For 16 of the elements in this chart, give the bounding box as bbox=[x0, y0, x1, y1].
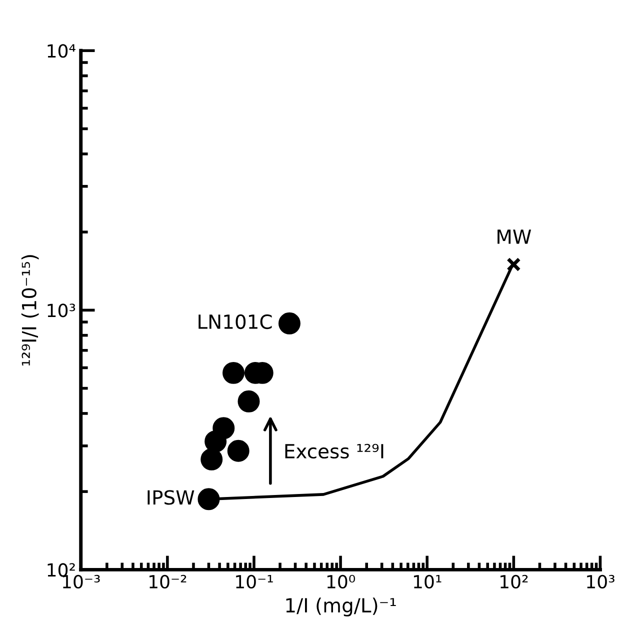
x-tick-label: 10¹ bbox=[414, 574, 442, 589]
x-tick-label: 10² bbox=[500, 574, 528, 589]
x-tick-label: 10⁻³ bbox=[62, 574, 100, 589]
y-tick-label: 10³ bbox=[48, 304, 76, 318]
annotation: LN101C bbox=[198, 314, 272, 330]
x-tick-label: 10⁻² bbox=[150, 574, 186, 589]
x-tick-label: 10⁻¹ bbox=[236, 574, 273, 589]
y-axis-title: ¹²⁹I/I (10⁻¹⁵) bbox=[21, 255, 39, 366]
y-tick-label: 10² bbox=[48, 563, 75, 577]
x-axis-title: 1/I (mg/L)⁻¹ bbox=[286, 598, 396, 616]
annotation: IPSW bbox=[148, 490, 194, 505]
annotation: Excess ¹²⁹I bbox=[285, 444, 384, 459]
x-tick-label: 10³ bbox=[587, 574, 614, 589]
annotation: MW bbox=[498, 230, 532, 244]
x-tick-label: 10⁰ bbox=[327, 574, 356, 589]
y-tick-label: 10⁴ bbox=[48, 44, 76, 58]
